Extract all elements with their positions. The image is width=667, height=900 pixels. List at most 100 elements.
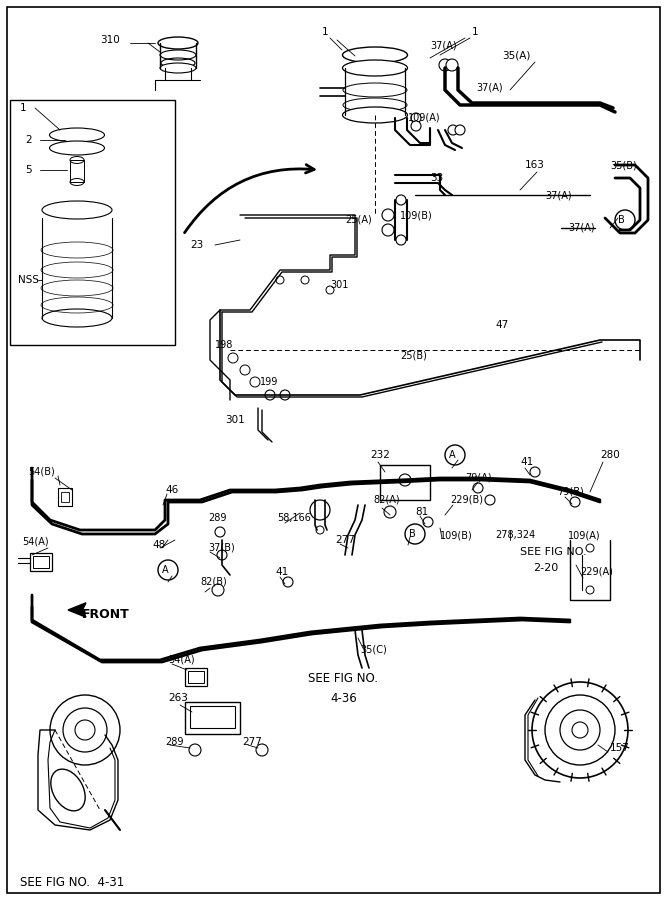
Text: 37(B): 37(B): [208, 543, 235, 553]
Circle shape: [423, 517, 433, 527]
Text: 109(A): 109(A): [408, 113, 441, 123]
Circle shape: [75, 720, 95, 740]
Text: 54(B): 54(B): [28, 467, 55, 477]
Text: SEE FIG NO.: SEE FIG NO.: [520, 547, 586, 557]
Bar: [188, 671, 204, 683]
Text: 1: 1: [322, 27, 329, 37]
Text: 58,166: 58,166: [277, 513, 311, 523]
Circle shape: [250, 377, 260, 387]
Text: 48: 48: [152, 540, 165, 550]
Circle shape: [280, 390, 290, 400]
Ellipse shape: [342, 60, 408, 76]
Circle shape: [405, 524, 425, 544]
Text: 4-36: 4-36: [330, 691, 357, 705]
Circle shape: [396, 195, 406, 205]
Circle shape: [189, 744, 201, 756]
Circle shape: [301, 276, 309, 284]
Text: A: A: [161, 565, 168, 575]
Circle shape: [473, 483, 483, 493]
Circle shape: [50, 695, 120, 765]
Text: 289: 289: [208, 513, 227, 523]
Text: 37(A): 37(A): [476, 83, 503, 93]
Circle shape: [455, 125, 465, 135]
Circle shape: [228, 353, 238, 363]
Circle shape: [615, 210, 635, 230]
Text: A: A: [449, 450, 456, 460]
Text: 232: 232: [370, 450, 390, 460]
Text: 41: 41: [520, 457, 533, 467]
Circle shape: [545, 695, 615, 765]
Circle shape: [382, 224, 394, 236]
Bar: [185, 702, 240, 734]
Text: 54(A): 54(A): [22, 537, 49, 547]
Circle shape: [276, 276, 284, 284]
Circle shape: [240, 365, 250, 375]
Text: 79(B): 79(B): [557, 487, 584, 497]
Text: SEE FIG NO.: SEE FIG NO.: [308, 671, 378, 685]
Circle shape: [445, 445, 465, 465]
Circle shape: [560, 710, 600, 750]
Text: 37(A): 37(A): [545, 190, 572, 200]
Text: 263: 263: [168, 693, 188, 703]
Text: 2-20: 2-20: [533, 563, 558, 573]
Text: 1: 1: [472, 27, 479, 37]
Ellipse shape: [342, 107, 408, 123]
Text: B: B: [409, 529, 416, 539]
Text: 289: 289: [165, 737, 183, 747]
Bar: [190, 706, 235, 728]
Text: 79(A): 79(A): [465, 473, 492, 483]
Text: 2: 2: [25, 135, 31, 145]
Text: FRONT: FRONT: [82, 608, 130, 622]
Text: 277: 277: [335, 535, 355, 545]
Circle shape: [382, 209, 394, 221]
Bar: [30, 553, 52, 571]
Text: 163: 163: [525, 160, 545, 170]
Circle shape: [265, 390, 275, 400]
Circle shape: [570, 497, 580, 507]
Circle shape: [532, 682, 628, 778]
Bar: [61, 492, 69, 502]
Circle shape: [399, 474, 411, 486]
Circle shape: [256, 744, 268, 756]
Bar: [58, 488, 72, 506]
Text: 229(B): 229(B): [450, 495, 483, 505]
Ellipse shape: [49, 128, 105, 142]
Text: 46: 46: [165, 485, 178, 495]
Circle shape: [215, 527, 225, 537]
Circle shape: [586, 544, 594, 552]
Bar: [185, 668, 207, 686]
Text: SEE FIG NO.  4-31: SEE FIG NO. 4-31: [20, 876, 124, 888]
Text: 277: 277: [242, 737, 262, 747]
Text: 82(A): 82(A): [373, 495, 400, 505]
Text: 301: 301: [330, 280, 348, 290]
Text: B: B: [618, 215, 624, 225]
Text: 198: 198: [215, 340, 233, 350]
Ellipse shape: [342, 47, 408, 63]
Text: NSS: NSS: [18, 275, 39, 285]
Text: 109(B): 109(B): [400, 210, 433, 220]
Bar: [10, 100, 175, 345]
Text: 280: 280: [600, 450, 620, 460]
Circle shape: [411, 121, 421, 131]
Circle shape: [485, 495, 495, 505]
Text: 41: 41: [275, 567, 288, 577]
Text: 5: 5: [25, 165, 31, 175]
Ellipse shape: [160, 63, 196, 73]
Bar: [33, 556, 49, 568]
Text: 109(A): 109(A): [568, 530, 600, 540]
Circle shape: [439, 59, 451, 71]
Text: 54(A): 54(A): [168, 655, 195, 665]
Text: 23: 23: [190, 240, 203, 250]
Text: 37(A): 37(A): [568, 223, 594, 233]
Circle shape: [326, 286, 334, 294]
Text: 37(A): 37(A): [430, 40, 457, 50]
Circle shape: [384, 506, 396, 518]
Text: 35(B): 35(B): [610, 160, 637, 170]
Text: 25(A): 25(A): [345, 215, 372, 225]
Text: 33: 33: [430, 173, 444, 183]
Text: 35(A): 35(A): [502, 50, 530, 60]
Circle shape: [158, 560, 178, 580]
Text: 109(B): 109(B): [440, 530, 473, 540]
Text: 301: 301: [225, 415, 245, 425]
Circle shape: [212, 584, 224, 596]
